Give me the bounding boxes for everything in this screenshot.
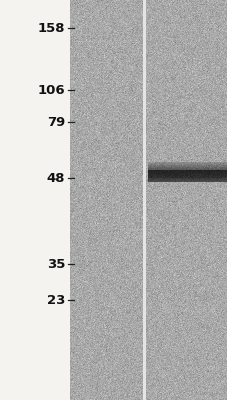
Text: 79: 79 xyxy=(47,116,65,128)
Text: 106: 106 xyxy=(37,84,65,96)
Text: 48: 48 xyxy=(46,172,65,184)
Text: 23: 23 xyxy=(46,294,65,306)
Text: 35: 35 xyxy=(46,258,65,270)
Text: 158: 158 xyxy=(37,22,65,34)
